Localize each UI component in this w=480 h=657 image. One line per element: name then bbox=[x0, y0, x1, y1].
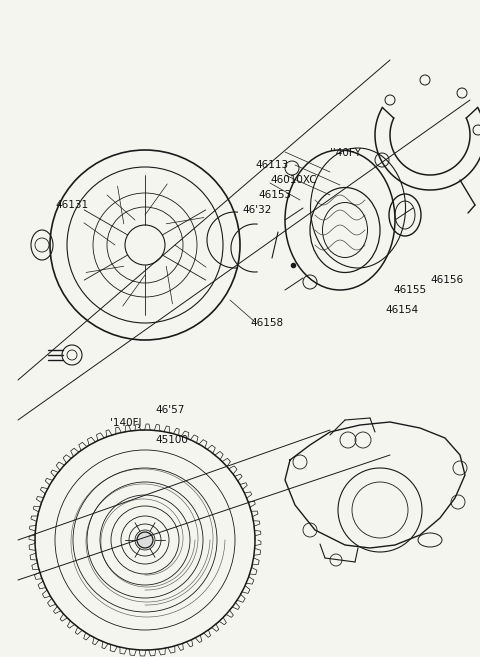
Text: 45100: 45100 bbox=[155, 435, 188, 445]
Text: ''40FY: ''40FY bbox=[330, 148, 361, 158]
Text: '140FJ: '140FJ bbox=[110, 418, 142, 428]
Text: 46'57: 46'57 bbox=[155, 405, 184, 415]
Text: 46113: 46113 bbox=[255, 160, 288, 170]
Text: 46158: 46158 bbox=[250, 318, 283, 328]
Text: 46156: 46156 bbox=[430, 275, 463, 285]
Circle shape bbox=[137, 532, 153, 548]
Text: 46010XC: 46010XC bbox=[270, 175, 317, 185]
Text: 46'32: 46'32 bbox=[242, 205, 271, 215]
Text: 46153: 46153 bbox=[258, 190, 291, 200]
Text: 46154: 46154 bbox=[385, 305, 418, 315]
Text: 46155: 46155 bbox=[393, 285, 426, 295]
Text: 46131: 46131 bbox=[55, 200, 88, 210]
